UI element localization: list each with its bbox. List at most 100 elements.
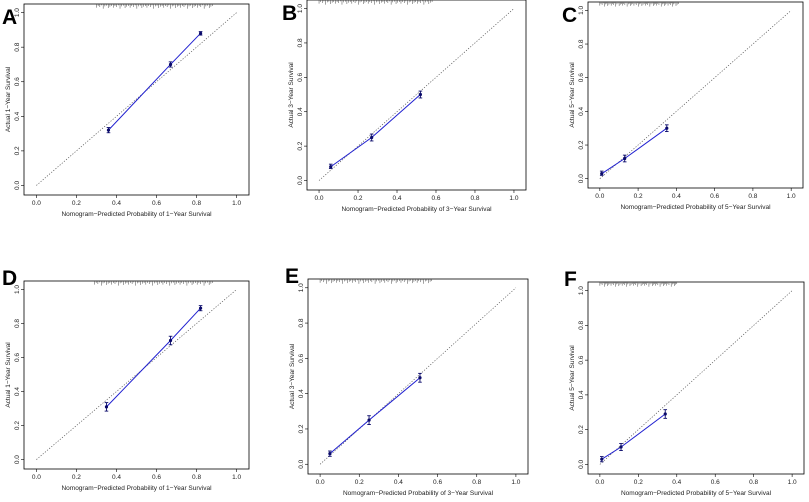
ideal-reference-line [599,10,792,179]
x-tick-label: 0.6 [152,200,161,207]
x-tick-label: 1.0 [232,200,241,207]
calibration-line [106,307,201,408]
panel-letter: E [285,265,299,288]
x-tick-label: 0.2 [634,193,643,200]
y-axis-label: Actual 5−Year Survival [569,62,576,128]
y-tick-label: 0.2 [297,141,304,150]
x-tick-label: 0.6 [152,474,161,481]
y-tick-label: 0.8 [14,42,21,51]
y-tick-label: 1.0 [14,8,21,17]
chart-panel-f: F 0.0 0.2 0.4 0.6 0.8 1.0 0.0 0.2 0.4 0.6 0.8 1.0 Nom… [564,268,805,497]
x-tick-label: 0.0 [32,200,41,207]
calibration-line [601,413,666,460]
y-tick-label: 0.2 [14,421,21,430]
x-axis-label: Nomogram−Predicted Probability of 3−Year… [343,490,494,497]
y-tick-label: 1.0 [578,5,585,14]
ideal-reference-line [599,290,793,465]
calibration-line [330,94,421,168]
calibration-point [328,452,332,456]
y-tick-label: 0.0 [14,455,21,464]
x-tick-label: 0.2 [355,479,364,486]
plot-frame [587,281,805,475]
x-axis-label: Nomogram−Predicted Probability of 5−Year… [620,204,771,211]
calibration-point [168,62,173,67]
x-tick-label: 0.2 [634,479,643,486]
y-tick-label: 1.0 [578,286,585,295]
ideal-reference-line [318,8,515,181]
x-tick-label: 0.6 [433,479,442,486]
y-tick-label: 0.4 [14,387,21,396]
x-tick-label: 0.6 [711,479,720,486]
x-axis-label: Nomogram−Predicted Probability of 1−Year… [61,211,212,218]
y-tick-label: 0.6 [298,353,305,362]
x-tick-label: 0.8 [192,200,201,207]
calibration-line [108,32,201,131]
x-tick-label: 1.0 [509,195,518,202]
x-tick-label: 0.4 [394,479,403,486]
y-tick-label: 0.0 [578,460,585,469]
x-tick-label: 0.0 [32,474,41,481]
y-tick-label: 0.6 [578,355,585,364]
y-tick-label: 0.4 [14,111,21,120]
calibration-point [329,165,333,169]
plot-frame [23,3,250,196]
plot-frame [23,280,250,470]
calibration-line [329,377,421,455]
ideal-reference-line [36,289,237,460]
y-tick-label: 0.4 [298,389,305,398]
chart-panel-c: C 0.0 0.2 0.4 0.6 0.8 1.0 0.0 0.2 0.4 0.6 0.8 1.0 Nom… [562,1,804,211]
x-tick-label: 0.8 [472,479,481,486]
y-tick-label: 0.6 [578,73,585,82]
ideal-reference-line [36,12,237,186]
plot-frame [307,278,529,475]
x-tick-label: 0.4 [672,193,681,200]
x-tick-label: 0.2 [354,195,363,202]
chart-panel-d: D 0.0 0.2 0.4 0.6 0.8 1.0 0.0 0.2 0.4 0.6 0.8 1.0 Nom… [2,267,250,492]
calibration-point [168,338,173,343]
x-tick-label: 0.0 [316,479,325,486]
panel-letter: B [282,2,297,25]
calibration-point [198,31,203,35]
y-tick-label: 0.8 [578,39,585,48]
y-tick-label: 0.6 [14,353,21,362]
x-tick-label: 0.4 [392,195,401,202]
y-tick-label: 0.8 [578,320,585,329]
x-tick-label: 0.8 [749,479,758,486]
y-axis-label: Actual 5−Year Survival [569,345,576,411]
y-tick-label: 0.0 [14,181,21,190]
calibration-point [600,172,604,176]
x-tick-label: 1.0 [788,479,797,486]
y-tick-label: 1.0 [297,4,304,13]
panel-letter: C [562,4,577,27]
calibration-point [623,156,627,161]
panel-letter: F [564,268,577,291]
calibration-point [418,376,422,380]
plot-frame [306,0,527,191]
x-axis-label: Nomogram−Predicted Probability of 1−Year… [61,485,212,492]
calibration-point [198,306,203,310]
y-tick-label: 0.2 [578,140,585,149]
x-tick-label: 0.0 [595,479,604,486]
x-tick-label: 0.2 [72,200,81,207]
y-axis-label: Actual 1−Year Survival [5,66,12,132]
x-tick-label: 0.8 [192,474,201,481]
x-tick-label: 0.0 [595,193,604,200]
y-axis-label: Actual 3−Year Survival [289,343,296,409]
y-tick-label: 1.0 [14,285,21,294]
y-axis-label: Actual 1−Year Survival [5,342,12,408]
calibration-point [104,405,109,409]
x-tick-label: 0.8 [470,195,479,202]
calibration-point [106,128,111,132]
calibration-point [665,126,669,130]
chart-panel-e: E 0.0 0.2 0.4 0.6 0.8 1.0 0.0 0.2 0.4 0.6 0.8 1.0 Nom… [285,265,529,497]
x-tick-label: 0.4 [112,474,121,481]
calibration-point [367,418,371,422]
y-tick-label: 0.2 [14,146,21,155]
x-tick-label: 0.6 [710,193,719,200]
y-tick-label: 0.6 [297,72,304,81]
calibration-line [601,127,668,175]
x-tick-label: 0.6 [431,195,440,202]
y-tick-label: 0.6 [14,77,21,86]
calibration-point [370,135,374,140]
